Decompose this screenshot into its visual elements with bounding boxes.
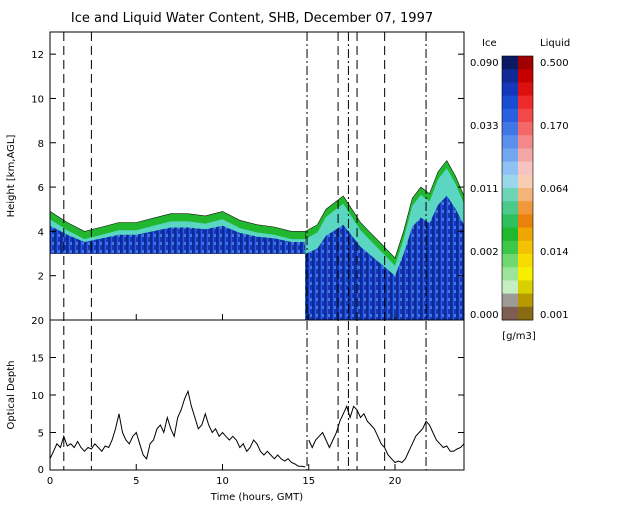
height-tick-label: 2: [38, 272, 44, 283]
optical-depth-axis-label: Optical Depth: [6, 361, 17, 430]
od-tick-label: 20: [31, 316, 44, 327]
time-tick-label: 20: [389, 476, 402, 487]
colorbar-ice-swatch: [502, 161, 518, 176]
colorbar-liquid-swatch: [518, 188, 533, 202]
colorbar-liquid-label: Liquid: [540, 38, 570, 49]
colorbar-ice-swatch: [502, 306, 518, 321]
colorbar-liquid-swatch: [518, 82, 533, 97]
od-tick-label: 5: [38, 429, 44, 440]
colorbar-liquid-swatch: [518, 122, 533, 136]
colorbar-ice-strip: [502, 56, 518, 321]
colorbar-unit: [g/m3]: [502, 331, 536, 342]
colorbar-liquid-swatch: [518, 227, 533, 242]
time-tick-label: 10: [216, 476, 229, 487]
lower-plot-frame: [49, 319, 465, 471]
od-tick-label: 15: [31, 354, 44, 365]
colorbar-ice-swatch: [502, 267, 518, 281]
od-tick-label: 10: [31, 391, 44, 402]
height-tick-label: 12: [31, 50, 44, 61]
height-tick-label: 8: [38, 139, 44, 150]
colorbar-liquid-swatch: [518, 267, 533, 281]
colorbar-liquid-swatch: [518, 108, 533, 123]
colorbar-liquid-swatch: [518, 135, 533, 149]
colorbar-liquid-swatch: [518, 95, 533, 110]
colorbar-tick-labels: 0.090 0.500 0.033 0.170 0.011 0.064 0.002 0.014…: [470, 58, 569, 321]
colorbar-liquid-swatch: [518, 306, 533, 321]
colorbar-ice-swatch: [502, 240, 518, 255]
colorbar-ice-swatch: [502, 293, 518, 308]
colorbar-ice-swatch: [502, 227, 518, 242]
colorbar-liquid-swatch: [518, 148, 533, 163]
colorbar-liquid-tick: 0.170: [540, 121, 569, 132]
colorbar-liquid-swatch: [518, 254, 533, 268]
time-tick-label: 15: [302, 476, 315, 487]
colorbar-ice-tick: 0.033: [470, 121, 499, 132]
optical-depth-series: [50, 389, 464, 468]
guide-lines: [63, 32, 427, 470]
colorbar-ice-swatch: [502, 254, 518, 268]
colorbar-ice-swatch: [502, 148, 518, 163]
colorbar-liquid-swatch: [518, 280, 533, 295]
height-axis-label: Height [km,AGL]: [6, 135, 17, 218]
colorbar-ice-tick: 0.011: [470, 184, 499, 195]
colorbar-frame: [501, 55, 534, 321]
colorbar-ice-swatch: [502, 56, 518, 70]
colorbar-liquid-swatch: [518, 240, 533, 255]
optical-depth-axes: 0 5 10 15 20 0 5 10 15 20: [31, 316, 464, 487]
colorbar-ice-tick: 0.090: [470, 58, 499, 69]
colorbar-ice-swatch: [502, 214, 518, 229]
colorbar-ice-swatch: [502, 201, 518, 215]
colorbar-liquid-tick: 0.001: [540, 310, 569, 321]
colorbar-ice-swatch: [502, 280, 518, 295]
height-tick-label: 4: [38, 227, 44, 238]
colorbar-ice-swatch: [502, 135, 518, 149]
od-tick-label: 0: [38, 465, 44, 476]
colorbar-liquid-swatch: [518, 201, 533, 215]
colorbar-liquid-tick: 0.500: [540, 58, 569, 69]
height-tick-label: 6: [38, 183, 44, 194]
cloud-layers: [50, 159, 464, 320]
cloud-layer-2-core: [305, 195, 464, 320]
colorbar-liquid-swatch: [518, 69, 533, 83]
colorbar-liquid-swatch: [518, 293, 533, 308]
colorbar-liquid-swatch: [518, 161, 533, 176]
colorbar-ice-swatch: [502, 174, 518, 189]
colorbar-ice-tick: 0.000: [470, 310, 499, 321]
colorbar-liquid-tick: 0.064: [540, 184, 569, 195]
colorbar-liquid-strip: [501, 55, 534, 321]
colorbar-ice-swatch: [502, 108, 518, 123]
cloud-layer-1-core: [50, 225, 306, 254]
height-tick-label: 10: [31, 94, 44, 105]
colorbar-ice-swatch: [502, 188, 518, 202]
optical-depth-line-1: [50, 389, 306, 468]
colorbar-ice-swatch: [502, 95, 518, 110]
time-tick-label: 5: [133, 476, 139, 487]
chart-title: Ice and Liquid Water Content, SHB, Decem…: [71, 11, 433, 26]
optical-depth-line-2: [308, 404, 464, 464]
colorbar-liquid-swatch: [518, 214, 533, 229]
colorbar-ice-swatch: [502, 69, 518, 83]
colorbar-ice-swatch: [502, 122, 518, 136]
time-axis-label: Time (hours, GMT): [210, 492, 304, 503]
time-tick-label: 0: [47, 476, 53, 487]
colorbar-liquid-tick: 0.014: [540, 247, 569, 258]
colorbar-ice-swatch: [502, 82, 518, 97]
colorbar-liquid-swatch: [518, 174, 533, 189]
colorbar-liquid-swatch: [518, 56, 533, 70]
colorbar-ice-tick: 0.002: [470, 247, 499, 258]
colorbar-ice-label: Ice: [482, 38, 497, 49]
height-axis: 2 4 6 8 10 12: [31, 50, 464, 320]
